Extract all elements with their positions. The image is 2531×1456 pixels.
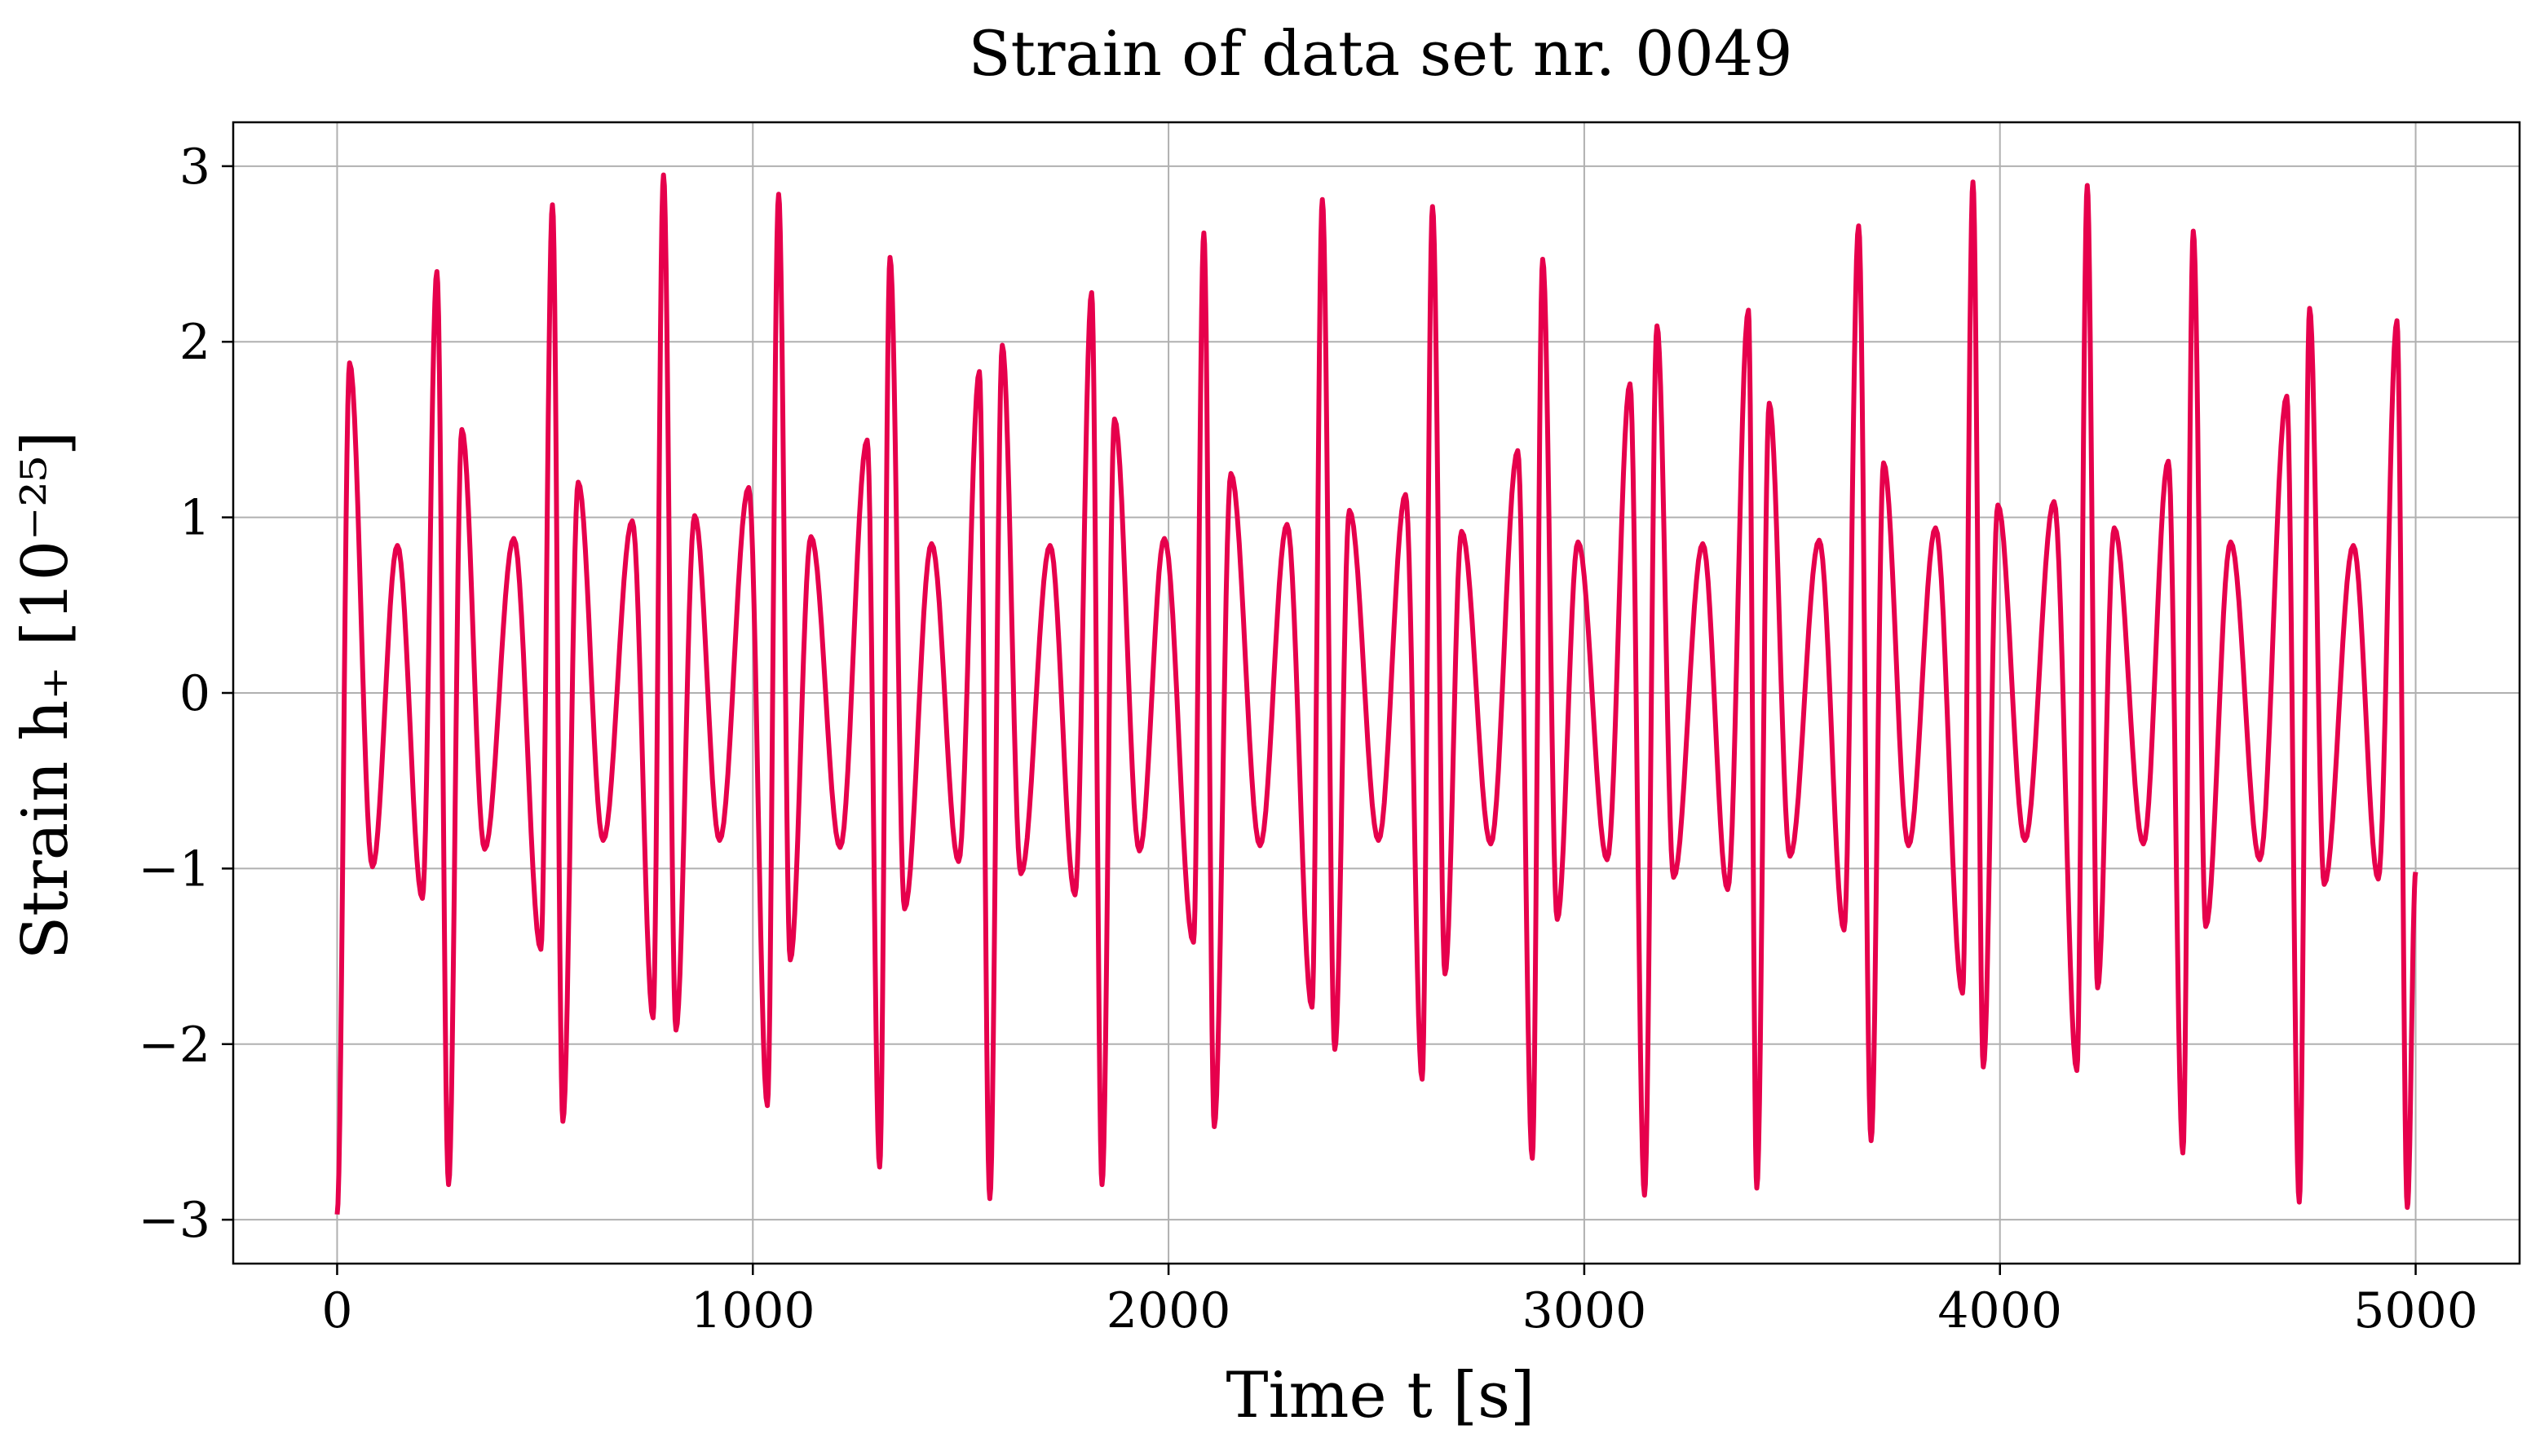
y-tick-label: 3 bbox=[179, 139, 210, 196]
grid bbox=[233, 122, 2520, 1264]
y-tick-label: −2 bbox=[139, 1017, 210, 1074]
series-line bbox=[334, 172, 2418, 1215]
y-tick-label: 2 bbox=[179, 314, 210, 371]
x-tick-label: 4000 bbox=[1937, 1282, 2062, 1339]
x-tick-label: 3000 bbox=[1522, 1282, 1647, 1339]
x-axis-label: Time t [s] bbox=[1226, 1359, 1535, 1432]
ticks bbox=[222, 165, 2417, 1275]
tick-labels: 0 1000 2000 3000 4000 5000 −3 −2 −1 0 1 2 3 bbox=[139, 139, 2478, 1339]
y-tick-label: −1 bbox=[139, 841, 210, 898]
chart-title: Strain of data set nr. 0049 bbox=[968, 17, 1792, 90]
x-tick-label: 2000 bbox=[1106, 1282, 1231, 1339]
x-tick-label: 5000 bbox=[2353, 1282, 2478, 1339]
y-axis-label: Strain h₊ [10⁻²⁵] bbox=[9, 431, 82, 960]
y-tick-label: 0 bbox=[179, 665, 210, 722]
y-tick-label: −3 bbox=[139, 1192, 210, 1249]
x-tick-label: 0 bbox=[321, 1282, 352, 1339]
series-layer bbox=[334, 172, 2418, 1215]
x-tick-label: 1000 bbox=[691, 1282, 815, 1339]
y-tick-label: 1 bbox=[179, 490, 210, 547]
